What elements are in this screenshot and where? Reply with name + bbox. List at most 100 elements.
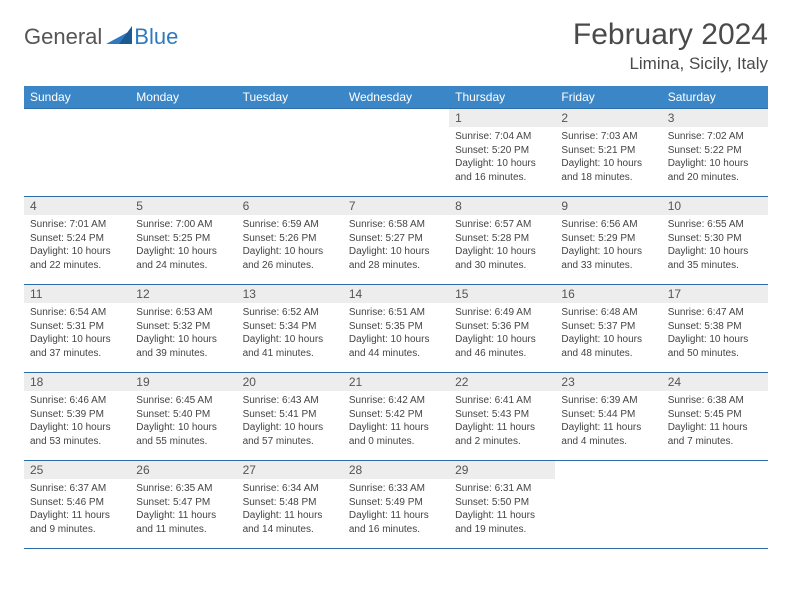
day-body: Sunrise: 6:41 AMSunset: 5:43 PMDaylight:… [449,391,555,452]
day-body: Sunrise: 6:34 AMSunset: 5:48 PMDaylight:… [237,479,343,540]
sunrise-text: Sunrise: 6:53 AM [136,306,230,320]
daylight-text: Daylight: 10 hours and 28 minutes. [349,245,443,272]
calendar-day-cell: 17Sunrise: 6:47 AMSunset: 5:38 PMDayligh… [662,285,768,373]
calendar-day-cell: 16Sunrise: 6:48 AMSunset: 5:37 PMDayligh… [555,285,661,373]
calendar-week-row: 25Sunrise: 6:37 AMSunset: 5:46 PMDayligh… [24,461,768,549]
weekday-header: Sunday [24,86,130,109]
daylight-text: Daylight: 10 hours and 24 minutes. [136,245,230,272]
daylight-text: Daylight: 10 hours and 44 minutes. [349,333,443,360]
sunrise-text: Sunrise: 6:52 AM [243,306,337,320]
sunset-text: Sunset: 5:47 PM [136,496,230,510]
daylight-text: Daylight: 10 hours and 50 minutes. [668,333,762,360]
day-body: Sunrise: 6:47 AMSunset: 5:38 PMDaylight:… [662,303,768,364]
sunrise-text: Sunrise: 7:04 AM [455,130,549,144]
sunrise-text: Sunrise: 7:00 AM [136,218,230,232]
calendar-week-row: 4Sunrise: 7:01 AMSunset: 5:24 PMDaylight… [24,197,768,285]
day-number: 2 [555,109,661,127]
daylight-text: Daylight: 10 hours and 53 minutes. [30,421,124,448]
sunset-text: Sunset: 5:24 PM [30,232,124,246]
sunset-text: Sunset: 5:44 PM [561,408,655,422]
sunset-text: Sunset: 5:22 PM [668,144,762,158]
calendar-day-cell: 29Sunrise: 6:31 AMSunset: 5:50 PMDayligh… [449,461,555,549]
sunset-text: Sunset: 5:38 PM [668,320,762,334]
sunrise-text: Sunrise: 6:46 AM [30,394,124,408]
day-body: Sunrise: 6:38 AMSunset: 5:45 PMDaylight:… [662,391,768,452]
sunset-text: Sunset: 5:41 PM [243,408,337,422]
calendar-day-cell: 28Sunrise: 6:33 AMSunset: 5:49 PMDayligh… [343,461,449,549]
day-number: 27 [237,461,343,479]
calendar-day-cell: 27Sunrise: 6:34 AMSunset: 5:48 PMDayligh… [237,461,343,549]
sunset-text: Sunset: 5:20 PM [455,144,549,158]
sunset-text: Sunset: 5:29 PM [561,232,655,246]
sunset-text: Sunset: 5:49 PM [349,496,443,510]
day-body: Sunrise: 6:37 AMSunset: 5:46 PMDaylight:… [24,479,130,540]
day-number: 12 [130,285,236,303]
calendar-day-cell: 13Sunrise: 6:52 AMSunset: 5:34 PMDayligh… [237,285,343,373]
weekday-header: Monday [130,86,236,109]
sunset-text: Sunset: 5:42 PM [349,408,443,422]
day-body: Sunrise: 6:55 AMSunset: 5:30 PMDaylight:… [662,215,768,276]
sunset-text: Sunset: 5:40 PM [136,408,230,422]
calendar-week-row: 1Sunrise: 7:04 AMSunset: 5:20 PMDaylight… [24,109,768,197]
calendar-week-row: 11Sunrise: 6:54 AMSunset: 5:31 PMDayligh… [24,285,768,373]
sunrise-text: Sunrise: 6:51 AM [349,306,443,320]
day-number: 24 [662,373,768,391]
day-number: 9 [555,197,661,215]
sunrise-text: Sunrise: 7:01 AM [30,218,124,232]
calendar-day-cell [237,109,343,197]
logo-text-blue: Blue [134,24,178,50]
day-body: Sunrise: 6:54 AMSunset: 5:31 PMDaylight:… [24,303,130,364]
sunrise-text: Sunrise: 6:38 AM [668,394,762,408]
daylight-text: Daylight: 11 hours and 0 minutes. [349,421,443,448]
sunrise-text: Sunrise: 6:41 AM [455,394,549,408]
sunset-text: Sunset: 5:28 PM [455,232,549,246]
calendar-day-cell: 10Sunrise: 6:55 AMSunset: 5:30 PMDayligh… [662,197,768,285]
title-block: February 2024 Limina, Sicily, Italy [573,18,768,74]
calendar-day-cell: 9Sunrise: 6:56 AMSunset: 5:29 PMDaylight… [555,197,661,285]
daylight-text: Daylight: 11 hours and 14 minutes. [243,509,337,536]
day-number: 23 [555,373,661,391]
weekday-header: Thursday [449,86,555,109]
day-body: Sunrise: 6:33 AMSunset: 5:49 PMDaylight:… [343,479,449,540]
sunrise-text: Sunrise: 6:57 AM [455,218,549,232]
day-number: 18 [24,373,130,391]
calendar-day-cell: 21Sunrise: 6:42 AMSunset: 5:42 PMDayligh… [343,373,449,461]
day-body: Sunrise: 6:31 AMSunset: 5:50 PMDaylight:… [449,479,555,540]
calendar-day-cell: 24Sunrise: 6:38 AMSunset: 5:45 PMDayligh… [662,373,768,461]
daylight-text: Daylight: 10 hours and 37 minutes. [30,333,124,360]
day-body: Sunrise: 6:52 AMSunset: 5:34 PMDaylight:… [237,303,343,364]
daylight-text: Daylight: 10 hours and 48 minutes. [561,333,655,360]
sunset-text: Sunset: 5:46 PM [30,496,124,510]
sunrise-text: Sunrise: 6:49 AM [455,306,549,320]
location: Limina, Sicily, Italy [573,54,768,74]
calendar-day-cell: 6Sunrise: 6:59 AMSunset: 5:26 PMDaylight… [237,197,343,285]
calendar-day-cell: 22Sunrise: 6:41 AMSunset: 5:43 PMDayligh… [449,373,555,461]
day-number: 22 [449,373,555,391]
day-number: 26 [130,461,236,479]
day-body: Sunrise: 6:53 AMSunset: 5:32 PMDaylight:… [130,303,236,364]
daylight-text: Daylight: 10 hours and 22 minutes. [30,245,124,272]
day-body: Sunrise: 6:46 AMSunset: 5:39 PMDaylight:… [24,391,130,452]
calendar-day-cell: 15Sunrise: 6:49 AMSunset: 5:36 PMDayligh… [449,285,555,373]
day-body: Sunrise: 6:45 AMSunset: 5:40 PMDaylight:… [130,391,236,452]
day-number: 7 [343,197,449,215]
day-number: 15 [449,285,555,303]
daylight-text: Daylight: 10 hours and 41 minutes. [243,333,337,360]
day-number: 19 [130,373,236,391]
day-number: 25 [24,461,130,479]
sunrise-text: Sunrise: 6:43 AM [243,394,337,408]
daylight-text: Daylight: 10 hours and 20 minutes. [668,157,762,184]
calendar-day-cell [343,109,449,197]
calendar-day-cell: 11Sunrise: 6:54 AMSunset: 5:31 PMDayligh… [24,285,130,373]
daylight-text: Daylight: 10 hours and 35 minutes. [668,245,762,272]
calendar-day-cell: 4Sunrise: 7:01 AMSunset: 5:24 PMDaylight… [24,197,130,285]
sunrise-text: Sunrise: 6:42 AM [349,394,443,408]
calendar-day-cell: 1Sunrise: 7:04 AMSunset: 5:20 PMDaylight… [449,109,555,197]
sunrise-text: Sunrise: 6:48 AM [561,306,655,320]
daylight-text: Daylight: 10 hours and 18 minutes. [561,157,655,184]
weekday-header: Friday [555,86,661,109]
day-number: 13 [237,285,343,303]
sunset-text: Sunset: 5:31 PM [30,320,124,334]
day-body: Sunrise: 7:03 AMSunset: 5:21 PMDaylight:… [555,127,661,188]
sunset-text: Sunset: 5:21 PM [561,144,655,158]
